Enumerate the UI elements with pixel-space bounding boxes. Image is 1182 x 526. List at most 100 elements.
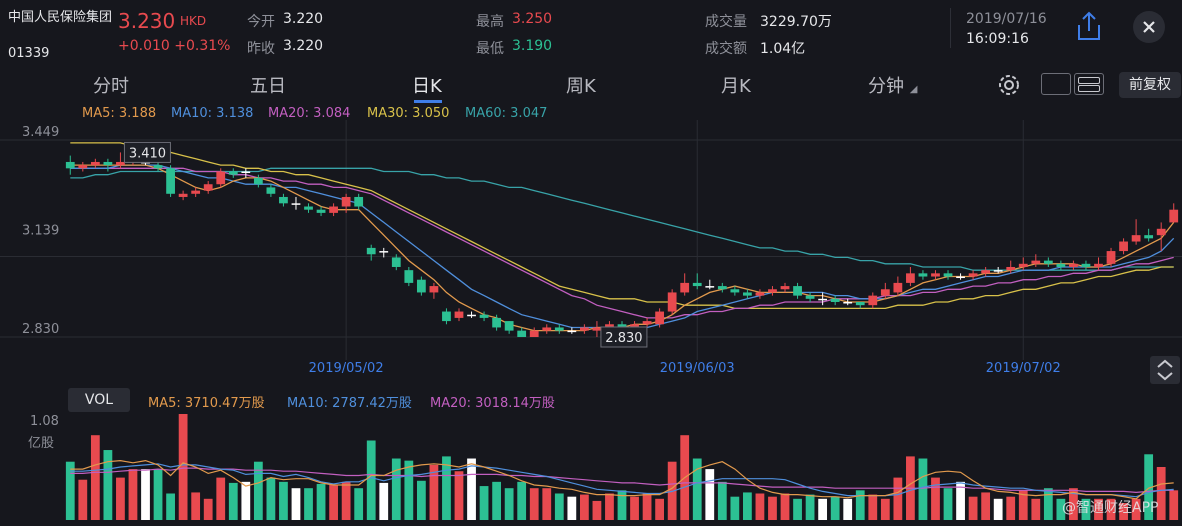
candle — [868, 292, 878, 309]
volume-bar — [467, 458, 476, 520]
volume-bar — [504, 488, 514, 520]
candle — [103, 158, 113, 172]
volume-bar — [253, 461, 263, 520]
candle — [755, 289, 765, 299]
vol-ma5-line — [70, 459, 1174, 500]
candle — [492, 314, 501, 331]
volume-bar — [90, 435, 100, 520]
quote-time: 16:09:16 — [966, 31, 1029, 47]
candle — [592, 321, 602, 337]
candle — [529, 327, 539, 337]
candle — [692, 273, 702, 290]
ma30-line — [70, 142, 1174, 310]
volume-chart[interactable] — [0, 410, 1182, 522]
volume-bar — [304, 488, 313, 520]
candle — [166, 165, 175, 197]
volume-bar — [316, 483, 326, 520]
candle — [1119, 238, 1128, 255]
candle — [818, 292, 828, 306]
stock-name: 中国人民保险集团 — [8, 10, 113, 25]
tab-minute-label: 分钟 — [868, 76, 904, 97]
vol-ma10-legend: MA10: 2787.42万股 — [287, 396, 412, 411]
volume-bar — [692, 458, 702, 520]
candle — [1106, 247, 1116, 267]
volume-bar — [116, 477, 125, 520]
vol-indicator-button[interactable]: VOL — [68, 388, 130, 412]
volume-bar — [705, 469, 715, 520]
quote-date: 2019/07/16 — [966, 11, 1047, 27]
tab-weekly-k[interactable]: 周K — [566, 76, 596, 97]
volume-bar — [793, 498, 802, 520]
open-label: 今开 — [247, 14, 275, 30]
candle — [354, 193, 364, 210]
expand-collapse-icon[interactable] — [1150, 356, 1180, 384]
volume-bar — [743, 492, 752, 520]
volume-bar — [153, 469, 163, 520]
volume-bar — [931, 477, 940, 520]
volume-bar — [454, 471, 464, 520]
candle — [228, 168, 238, 178]
low-label: 最低 — [476, 41, 504, 57]
x-axis-label: 2019/07/02 — [986, 361, 1061, 376]
volume-bar — [266, 477, 276, 520]
candlestick-chart[interactable]: 3.449 3.139 2.830 2019/05/02 2019/06/03 2019/… — [0, 120, 1182, 382]
ma10-legend: MA10: 3.138 — [171, 106, 254, 121]
volume-bar — [918, 458, 928, 520]
share-icon[interactable] — [1074, 10, 1104, 42]
split-chart-icon[interactable] — [1074, 73, 1104, 95]
tab-daily-k[interactable]: 日K — [412, 76, 442, 97]
candle — [404, 266, 414, 287]
volume-bar — [228, 482, 238, 520]
candle — [504, 321, 514, 334]
candle — [780, 282, 790, 293]
volume-bar — [492, 481, 501, 520]
volume-bar — [78, 479, 88, 520]
volume-bar — [241, 481, 251, 520]
candle — [241, 168, 251, 178]
volume-bar — [1018, 490, 1028, 520]
candle — [843, 298, 853, 306]
open-value: 3.220 — [283, 11, 324, 27]
settings-gear-icon[interactable] — [994, 70, 1024, 100]
close-icon[interactable] — [1133, 11, 1165, 43]
y-axis-label: 3.449 — [22, 125, 59, 140]
active-tab-indicator — [414, 100, 442, 103]
volume-bar — [1056, 498, 1066, 520]
volume-bar — [630, 496, 639, 520]
candle — [554, 324, 564, 334]
candle — [429, 282, 439, 299]
volume-bar — [529, 488, 539, 520]
price-annotation: 2.830 — [600, 326, 648, 348]
period-tabs: 分时 五日 日K 周K 月K 分钟 ◢ — [0, 66, 1182, 104]
candle — [391, 254, 401, 271]
single-chart-icon[interactable] — [1041, 73, 1071, 95]
candle — [316, 206, 326, 217]
candle — [1069, 260, 1078, 271]
volume-bar — [730, 496, 740, 520]
candle — [442, 308, 451, 325]
tab-minute[interactable]: 分钟 ◢ — [868, 72, 917, 98]
prev-close-label: 昨收 — [247, 41, 275, 57]
volume-bar — [780, 493, 790, 520]
candle — [379, 247, 389, 258]
tab-intraday[interactable]: 分时 — [93, 76, 129, 97]
volume-bar — [1069, 488, 1078, 520]
vol-ma20-line — [70, 467, 1174, 494]
candle — [78, 161, 88, 172]
candle — [981, 266, 991, 277]
volume-bar — [291, 488, 301, 520]
adjust-button[interactable]: 前复权 — [1119, 72, 1181, 98]
tab-monthly-k[interactable]: 月K — [721, 76, 751, 97]
volume-bar — [554, 493, 564, 520]
candle — [1156, 222, 1166, 252]
volume-bar — [65, 461, 75, 520]
volume-bar — [655, 498, 665, 520]
volume-bar — [868, 494, 878, 520]
candle — [931, 270, 940, 280]
tab-five-day[interactable]: 五日 — [250, 76, 286, 97]
vol-unit-label: 亿股 — [28, 436, 55, 451]
volume-bar — [517, 481, 527, 520]
volume-bar — [755, 493, 765, 520]
candle — [667, 289, 677, 315]
candle — [943, 270, 953, 280]
